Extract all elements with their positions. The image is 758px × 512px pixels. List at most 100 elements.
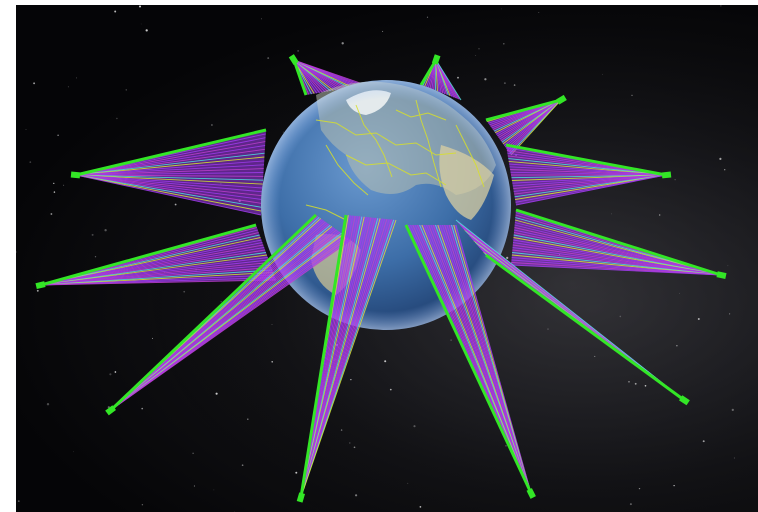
star bbox=[450, 339, 452, 341]
globe-viewport[interactable] bbox=[16, 5, 758, 512]
satellite-beam-fan bbox=[404, 224, 536, 499]
satellite-marker[interactable] bbox=[679, 395, 690, 406]
star bbox=[91, 233, 94, 236]
orbit-beams-front bbox=[35, 208, 727, 503]
star bbox=[114, 10, 117, 13]
star bbox=[475, 55, 477, 56]
star bbox=[215, 392, 218, 395]
beam-line bbox=[75, 174, 262, 200]
star bbox=[341, 42, 344, 45]
star bbox=[271, 361, 273, 363]
star bbox=[631, 94, 633, 97]
beam-line bbox=[511, 174, 667, 179]
star bbox=[50, 213, 53, 215]
satellite-marker[interactable] bbox=[661, 171, 672, 179]
star bbox=[17, 500, 20, 502]
satellite-marker[interactable] bbox=[431, 54, 441, 65]
beam-line bbox=[75, 152, 265, 176]
star bbox=[297, 50, 299, 52]
satellite-marker[interactable] bbox=[526, 488, 536, 499]
satellite-marker[interactable] bbox=[105, 405, 116, 416]
satellite-marker[interactable] bbox=[556, 94, 567, 105]
star bbox=[355, 494, 358, 497]
star bbox=[503, 82, 506, 85]
beam-line bbox=[75, 174, 264, 181]
star bbox=[16, 251, 17, 253]
star bbox=[719, 157, 722, 160]
beam-line bbox=[75, 164, 265, 176]
star bbox=[731, 408, 734, 412]
satellite-marker[interactable] bbox=[296, 492, 305, 503]
star bbox=[679, 292, 680, 294]
beam-line bbox=[75, 174, 262, 208]
star bbox=[46, 403, 50, 406]
beam-line bbox=[512, 174, 667, 187]
star bbox=[36, 289, 39, 292]
beam-edge bbox=[292, 59, 308, 96]
star bbox=[29, 161, 32, 163]
beam-edge bbox=[40, 223, 257, 287]
orbit-beams-back bbox=[70, 54, 672, 216]
star bbox=[628, 381, 630, 383]
satellite-constellation-scene[interactable] bbox=[16, 5, 758, 512]
star bbox=[174, 203, 177, 206]
star bbox=[697, 317, 700, 321]
beam-edge bbox=[485, 253, 685, 402]
star bbox=[634, 382, 637, 385]
beam-line bbox=[75, 160, 265, 176]
beam-line bbox=[510, 169, 667, 176]
beam-edge bbox=[109, 213, 318, 412]
beam-line bbox=[514, 174, 667, 195]
star bbox=[53, 182, 55, 185]
star bbox=[141, 504, 144, 506]
star bbox=[720, 5, 722, 7]
beam-edge bbox=[485, 98, 562, 122]
beam-line bbox=[75, 174, 264, 177]
satellite-marker[interactable] bbox=[288, 54, 299, 65]
star bbox=[349, 442, 351, 444]
satellite-marker[interactable] bbox=[716, 271, 727, 279]
satellite-beam-fan bbox=[419, 54, 462, 101]
satellite-beam-fan bbox=[35, 223, 277, 290]
star bbox=[673, 484, 675, 487]
star bbox=[602, 73, 604, 75]
satellite-beam-fan bbox=[505, 143, 672, 206]
star bbox=[733, 457, 735, 459]
star bbox=[282, 131, 284, 133]
star bbox=[611, 213, 612, 215]
star bbox=[72, 451, 74, 453]
star bbox=[505, 445, 507, 447]
beam-line bbox=[510, 99, 562, 156]
star bbox=[594, 355, 596, 357]
satellite-marker[interactable] bbox=[70, 171, 81, 179]
star bbox=[457, 76, 459, 79]
beam-edge bbox=[505, 143, 667, 177]
star bbox=[267, 57, 270, 60]
beam-line bbox=[75, 174, 263, 197]
star bbox=[151, 337, 154, 339]
star bbox=[141, 407, 144, 410]
star bbox=[513, 84, 516, 86]
star bbox=[116, 117, 118, 120]
beam-line bbox=[455, 224, 532, 494]
star bbox=[271, 324, 273, 325]
beam-line bbox=[75, 174, 263, 193]
beam-line bbox=[515, 174, 667, 203]
star bbox=[629, 503, 632, 506]
satellite-beam-fan bbox=[510, 208, 727, 279]
satellite-marker[interactable] bbox=[35, 281, 46, 290]
star bbox=[193, 485, 195, 487]
beam-edge bbox=[75, 128, 267, 177]
star bbox=[353, 446, 356, 449]
star bbox=[183, 290, 186, 293]
beam-line bbox=[435, 59, 462, 101]
star bbox=[140, 23, 142, 25]
star bbox=[674, 179, 676, 181]
beam-line bbox=[40, 279, 277, 286]
beam-line bbox=[455, 219, 685, 401]
star bbox=[503, 43, 505, 45]
beam-line bbox=[110, 239, 352, 411]
star bbox=[419, 506, 422, 508]
beam-line bbox=[75, 148, 265, 176]
star bbox=[295, 471, 298, 474]
